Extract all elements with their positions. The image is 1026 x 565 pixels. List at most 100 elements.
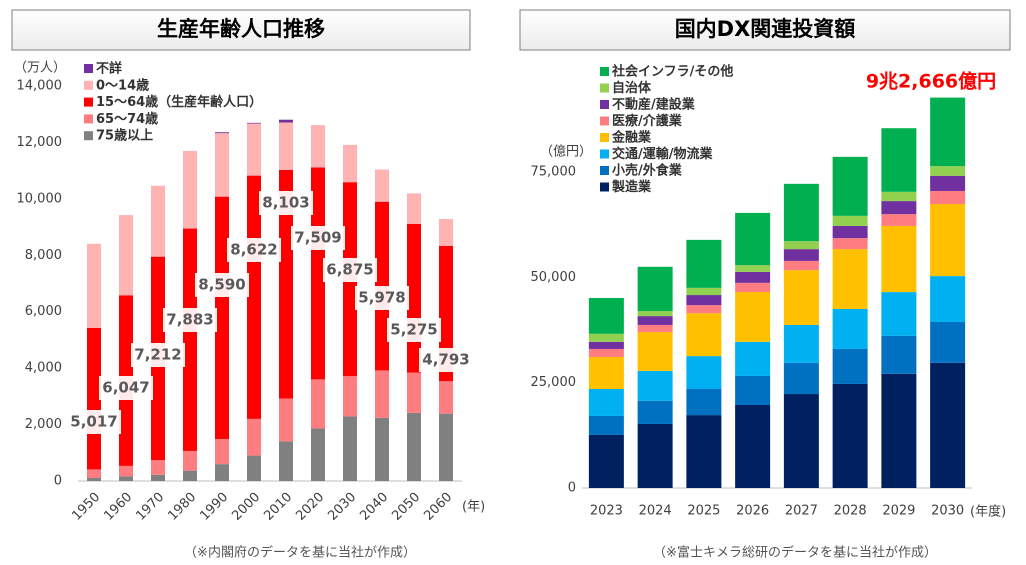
- bar-segment: [215, 196, 229, 439]
- bar-segment: [930, 276, 966, 323]
- x-tick-label: 2030: [931, 504, 964, 519]
- legend-label: 小売/外食業: [612, 163, 683, 179]
- bar-segment: [735, 375, 771, 406]
- bar-segment: [783, 249, 819, 261]
- bar-segment: [279, 398, 293, 442]
- bar-segment: [832, 348, 868, 384]
- bar-segment: [832, 225, 868, 239]
- bar-segment: [930, 190, 966, 205]
- legend-label: 0〜14歳: [96, 77, 149, 93]
- data-label: 7,212: [134, 346, 181, 364]
- bar-segment: [686, 313, 722, 357]
- legend-swatch: [84, 80, 93, 90]
- bar-segment: [735, 405, 771, 488]
- bar-segment: [735, 341, 771, 376]
- bar-segment: [637, 423, 673, 488]
- x-tick-label: 2050: [389, 490, 423, 524]
- y-tick-label: 12,000: [17, 135, 63, 150]
- y-tick-label: 50,000: [531, 270, 577, 285]
- y-tick-label: 25,000: [531, 375, 577, 390]
- legend-label: 交通/運輸/物流業: [612, 146, 713, 162]
- data-label: 7,509: [294, 229, 341, 247]
- bar-segment: [686, 415, 722, 488]
- legend-swatch: [84, 114, 93, 124]
- data-label-bg: [163, 308, 217, 332]
- legend-swatch: [600, 182, 609, 192]
- bar-segment: [279, 119, 293, 123]
- x-tick-label: 2000: [229, 490, 263, 524]
- bar-segment: [881, 335, 917, 374]
- bar-segment: [881, 191, 917, 202]
- x-tick-label: 1950: [69, 490, 103, 524]
- chart-title: 生産年齢人口推移: [157, 17, 325, 41]
- bar-segment: [686, 356, 722, 389]
- data-label: 7,883: [166, 311, 213, 329]
- x-tick-label: 2029: [882, 504, 915, 519]
- bar-segment: [588, 434, 624, 488]
- bar-segment: [407, 193, 421, 224]
- bar-segment: [151, 460, 165, 475]
- legend-label: 社会インフラ/その他: [611, 64, 733, 80]
- y-tick-label: 14,000: [17, 79, 63, 94]
- data-label: 5,017: [70, 413, 117, 431]
- legend-swatch: [600, 83, 609, 93]
- bar-segment: [588, 341, 624, 349]
- bar-segment: [637, 324, 673, 333]
- bar-segment: [735, 282, 771, 293]
- y-tick-label: 6,000: [25, 304, 62, 319]
- bar-segment: [930, 362, 966, 488]
- x-axis-unit: (年): [462, 500, 485, 515]
- bar-segment: [930, 166, 966, 176]
- bar-segment: [832, 156, 868, 216]
- bar-segment: [151, 185, 165, 257]
- bar-segment: [375, 169, 389, 202]
- data-label: 5,978: [358, 289, 405, 307]
- bar-segment: [247, 175, 261, 419]
- x-tick-label: 2024: [639, 504, 672, 519]
- y-tick-label: 10,000: [17, 191, 63, 206]
- bar-segment: [588, 333, 624, 342]
- x-tick-label: 2010: [261, 490, 295, 524]
- y-axis-label: （万人）: [14, 61, 66, 76]
- legend-label: 製造業: [611, 179, 652, 195]
- bar-segment: [343, 144, 357, 183]
- bar-segment: [637, 400, 673, 424]
- bar-segment: [311, 167, 325, 380]
- bar-segment: [930, 322, 966, 363]
- bar-segment: [87, 469, 101, 478]
- bar-segment: [783, 324, 819, 363]
- legend-swatch: [84, 131, 93, 141]
- data-label: 4,793: [422, 351, 469, 369]
- bar-segment: [119, 476, 133, 481]
- bar-segment: [588, 348, 624, 357]
- data-label-bg: [195, 273, 249, 297]
- title-box: [11, 9, 471, 51]
- bar-segment: [637, 370, 673, 401]
- data-label-bg: [291, 226, 345, 250]
- bar-segment: [279, 122, 293, 170]
- legend-swatch: [84, 97, 93, 107]
- bar-segment: [279, 441, 293, 481]
- bar-segment: [215, 133, 229, 197]
- bar-segment: [881, 292, 917, 336]
- legend-swatch: [600, 116, 609, 126]
- legend-swatch: [600, 67, 609, 76]
- data-label-bg: [355, 286, 409, 310]
- bar-segment: [881, 214, 917, 226]
- data-label-bg: [99, 376, 153, 400]
- bar-segment: [881, 373, 917, 488]
- y-tick-label: 0: [54, 474, 62, 489]
- bar-segment: [215, 438, 229, 465]
- bar-segment: [881, 128, 917, 192]
- bar-segment: [735, 212, 771, 266]
- bar-segment: [930, 97, 966, 167]
- data-label-bg: [227, 238, 281, 262]
- x-tick-label: 2030: [325, 490, 359, 524]
- x-tick-label: 2025: [687, 504, 720, 519]
- bar-segment: [686, 287, 722, 296]
- bar-segment: [439, 219, 453, 246]
- chart-title: 国内DX関連投資額: [675, 17, 856, 41]
- bar-segment: [783, 362, 819, 395]
- bar-segment: [215, 132, 229, 134]
- y-tick-label: 75,000: [531, 165, 577, 180]
